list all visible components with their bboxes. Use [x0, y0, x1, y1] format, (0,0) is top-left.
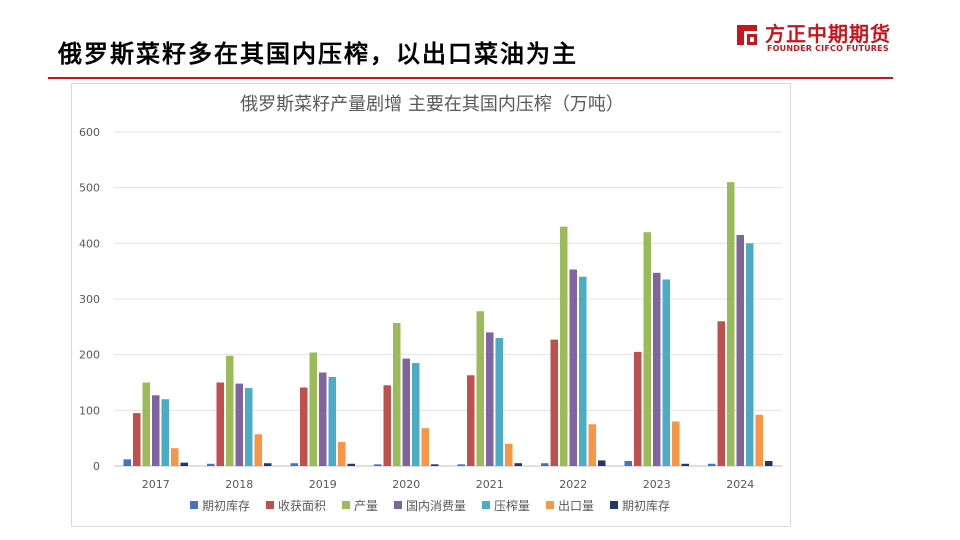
bar	[142, 382, 150, 466]
bar	[588, 424, 596, 466]
x-tick-label: 2021	[476, 478, 504, 491]
axes: 0 100 200 300 400 500 600 2017 2018 2019 2020 2021 2…	[79, 126, 754, 491]
bar	[486, 332, 494, 466]
bar	[541, 463, 549, 466]
bar	[180, 462, 188, 466]
bar	[727, 182, 735, 466]
legend: 期初库存 收获面积 产量 国内消费量 压榨量 出口量 期初库存	[190, 498, 670, 513]
bar	[338, 442, 346, 466]
bar	[653, 272, 661, 466]
bar	[672, 421, 680, 466]
bar	[457, 464, 465, 466]
y-tick-label: 600	[79, 126, 100, 139]
bar	[216, 382, 224, 466]
legend-label: 产量	[354, 499, 378, 513]
x-tick-label: 2019	[309, 478, 337, 491]
bar	[393, 322, 401, 466]
legend-label: 收获面积	[278, 499, 326, 513]
y-tick-label: 300	[79, 293, 100, 306]
legend-label: 期初库存	[622, 498, 670, 513]
bar	[598, 460, 606, 466]
slide-title: 俄罗斯菜籽多在其国内压榨，以出口菜油为主	[58, 39, 578, 68]
bar	[431, 464, 439, 466]
bar	[505, 443, 513, 466]
gridlines	[114, 131, 782, 467]
legend-swatch	[546, 501, 554, 509]
brand-name-cn: 方正中期期货	[765, 22, 891, 46]
bar	[245, 388, 253, 466]
legend-label: 国内消费量	[406, 499, 466, 513]
bar	[560, 226, 568, 466]
bar	[383, 385, 391, 466]
brand-logo: 方正中期期货 FOUNDER CIFCO FUTURES	[734, 18, 904, 58]
bar-series	[123, 182, 773, 466]
founder-logo-icon	[737, 25, 757, 45]
bar	[254, 434, 262, 466]
x-tick-label: 2022	[559, 478, 587, 491]
x-tick-label: 2024	[726, 478, 754, 491]
bar	[624, 460, 632, 466]
bar	[634, 351, 642, 466]
brand-name-en: FOUNDER CIFCO FUTURES	[767, 44, 889, 53]
bar	[161, 399, 169, 466]
bar	[421, 428, 429, 466]
bar	[171, 448, 179, 466]
chart-panel: 俄罗斯菜籽产量剧增 主要在其国内压榨（万吨） 0 100 200 300 400 500 6…	[71, 83, 791, 527]
x-tick-label: 2018	[225, 478, 253, 491]
bar	[412, 363, 420, 466]
bar	[681, 463, 689, 466]
y-tick-label: 100	[79, 404, 100, 417]
bar	[290, 463, 298, 466]
legend-swatch	[342, 501, 350, 509]
bar	[476, 311, 484, 466]
bar	[328, 376, 336, 466]
bar	[569, 269, 577, 466]
bar	[374, 464, 382, 466]
bar	[467, 375, 475, 466]
bar-chart: 俄罗斯菜籽产量剧增 主要在其国内压榨（万吨） 0 100 200 300 400 500 6…	[79, 94, 782, 513]
bar	[133, 413, 141, 466]
bar	[207, 463, 215, 466]
title-divider	[48, 77, 893, 79]
bar	[495, 337, 503, 466]
bar	[550, 339, 558, 466]
bar	[235, 383, 243, 466]
y-tick-label: 0	[93, 460, 100, 473]
bar	[152, 395, 160, 466]
legend-label: 压榨量	[494, 498, 530, 513]
bar	[264, 463, 272, 466]
bar	[662, 279, 670, 466]
bar	[319, 372, 327, 466]
bar	[765, 460, 773, 466]
bar	[755, 414, 763, 466]
x-tick-label: 2023	[643, 478, 671, 491]
legend-swatch	[190, 501, 198, 509]
bar	[643, 232, 651, 466]
bar	[402, 358, 410, 466]
bar	[746, 243, 754, 466]
bar	[736, 234, 744, 466]
legend-label: 期初库存	[202, 498, 250, 513]
bar	[300, 387, 308, 466]
y-tick-label: 500	[79, 182, 100, 195]
bar	[226, 355, 234, 466]
y-tick-label: 400	[79, 237, 100, 250]
bar	[514, 463, 522, 466]
legend-swatch	[266, 501, 274, 509]
bar	[717, 321, 725, 466]
legend-swatch	[394, 501, 402, 509]
legend-swatch	[610, 501, 618, 509]
y-tick-label: 200	[79, 349, 100, 362]
bar	[123, 459, 131, 466]
bar	[309, 352, 317, 466]
bar	[347, 463, 355, 466]
bar	[708, 463, 716, 466]
legend-swatch	[482, 501, 490, 509]
legend-label: 出口量	[558, 499, 594, 513]
x-tick-label: 2017	[142, 478, 170, 491]
chart-title: 俄罗斯菜籽产量剧增 主要在其国内压榨（万吨）	[240, 94, 624, 115]
bar	[579, 276, 587, 466]
x-tick-label: 2020	[392, 478, 420, 491]
